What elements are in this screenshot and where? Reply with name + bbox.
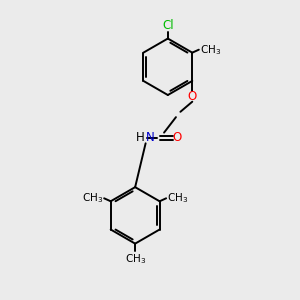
Text: CH$_3$: CH$_3$ — [167, 191, 188, 205]
Text: CH$_3$: CH$_3$ — [200, 43, 221, 57]
Text: N: N — [146, 131, 154, 145]
Text: CH$_3$: CH$_3$ — [124, 252, 146, 266]
Text: O: O — [173, 131, 182, 145]
Text: H: H — [136, 131, 145, 145]
Text: CH$_3$: CH$_3$ — [82, 191, 103, 205]
Text: O: O — [188, 90, 197, 103]
Text: Cl: Cl — [162, 19, 174, 32]
